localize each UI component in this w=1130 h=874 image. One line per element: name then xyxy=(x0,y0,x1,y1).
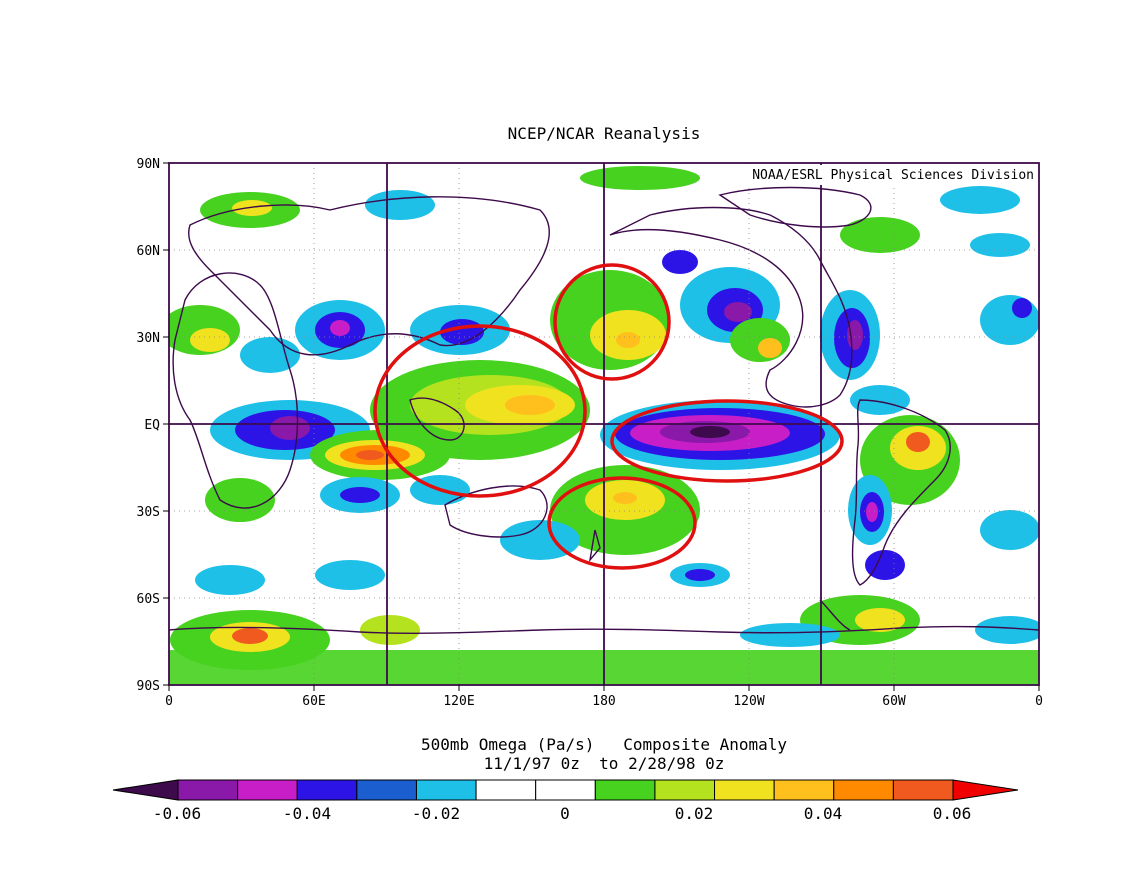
x-tick-label: 60W xyxy=(882,694,906,709)
colorbar-swatch xyxy=(356,779,417,801)
colorbar-arrow-right xyxy=(952,779,1019,801)
colorbar-swatch xyxy=(475,779,537,801)
colorbar-swatch xyxy=(177,779,239,801)
reference-lines xyxy=(169,163,1039,685)
y-axis xyxy=(163,162,169,686)
colorbar-swatch xyxy=(714,779,775,801)
colorbar-label: -0.04 xyxy=(283,804,331,823)
colorbar-label: -0.02 xyxy=(412,804,460,823)
colorbar-label: 0.02 xyxy=(675,804,714,823)
map-plot-area: NOAA/ESRL Physical Sciences Division xyxy=(169,163,1039,685)
x-tick-label: 0 xyxy=(165,694,173,709)
colorbar-swatch xyxy=(296,779,358,801)
colorbar-label: 0.04 xyxy=(804,804,843,823)
y-tick-label: 90N xyxy=(137,157,160,172)
colorbar-swatch xyxy=(594,779,656,801)
x-axis xyxy=(168,685,1040,691)
western-pacific-circle xyxy=(373,324,587,498)
colorbar-label: 0.06 xyxy=(933,804,972,823)
colorbar xyxy=(112,779,1019,801)
y-tick-label: 60S xyxy=(137,592,160,607)
colorbar-swatch xyxy=(892,779,954,801)
y-tick-label: 60N xyxy=(137,244,160,259)
x-tick-label: 0 xyxy=(1035,694,1043,709)
caption-line-2: 11/1/97 0z to 2/28/98 0z xyxy=(484,754,725,773)
annotation-circles xyxy=(373,263,844,570)
figure-title: NCEP/NCAR Reanalysis xyxy=(508,124,701,143)
x-tick-label: 180 xyxy=(592,694,615,709)
colorbar-labels: -0.06 -0.04 -0.02 0 0.02 0.04 0.06 xyxy=(153,804,971,823)
colorbar-swatch xyxy=(535,779,596,801)
y-tick-label: 30N xyxy=(137,331,160,346)
y-axis-labels: 90N 60N 30N EQ 30S 60S 90S xyxy=(137,157,161,694)
credit-text: NOAA/ESRL Physical Sciences Division xyxy=(752,168,1034,183)
anomaly-field xyxy=(169,166,1039,685)
south-pacific-circle xyxy=(547,476,697,570)
colorbar-label: 0 xyxy=(560,804,570,823)
y-tick-label: 30S xyxy=(137,505,160,520)
colorbar-swatch xyxy=(833,779,894,801)
colorbar-swatch xyxy=(237,779,298,801)
x-axis-labels: 0 60E 120E 180 120W 60W 0 xyxy=(165,694,1043,709)
equatorial-pacific-circle xyxy=(610,399,844,483)
y-tick-label: 90S xyxy=(137,679,160,694)
north-pacific-circle xyxy=(553,263,671,381)
colorbar-swatch xyxy=(654,779,716,801)
x-tick-label: 120W xyxy=(733,694,764,709)
colorbar-swatch xyxy=(773,779,835,801)
y-tick-label: EQ xyxy=(144,418,160,433)
x-tick-label: 60E xyxy=(302,694,325,709)
colorbar-swatch xyxy=(415,779,477,801)
caption-line-1: 500mb Omega (Pa/s) Composite Anomaly xyxy=(421,735,787,754)
colorbar-label: -0.06 xyxy=(153,804,201,823)
x-tick-label: 120E xyxy=(443,694,474,709)
colorbar-arrow-left xyxy=(112,779,179,801)
coastlines xyxy=(169,186,1039,634)
